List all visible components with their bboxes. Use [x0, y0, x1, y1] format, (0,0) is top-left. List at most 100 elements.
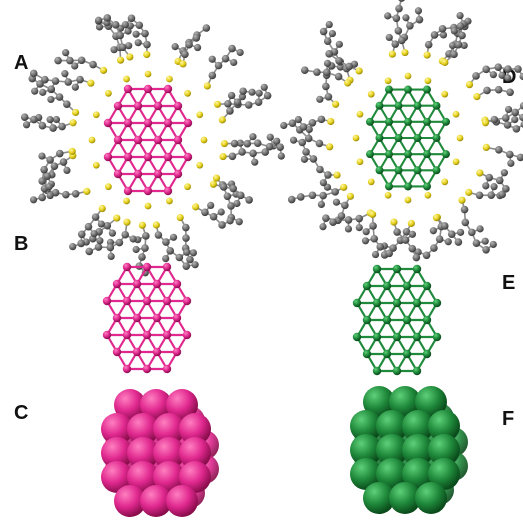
- ligand-carbon-atom: [47, 95, 55, 104]
- ligand-carbon-atom: [395, 4, 403, 13]
- ligand-carbon-atom: [475, 191, 484, 200]
- metal-atom: [166, 485, 198, 517]
- ligand-carbon-atom: [384, 12, 392, 20]
- ligand-carbon-atom: [490, 115, 499, 124]
- ligand-carbon-atom: [408, 230, 417, 238]
- ligand-carbon-atom: [59, 158, 68, 166]
- ligand-carbon-atom: [287, 195, 296, 204]
- metal-atom: [172, 347, 182, 357]
- panel-label-b: B: [14, 233, 29, 255]
- ligand-carbon-atom: [238, 148, 246, 156]
- ligand-carbon-atom: [408, 244, 417, 253]
- ligand-carbon-atom: [308, 118, 317, 127]
- ligand-carbon-atom: [141, 29, 149, 38]
- metal-atom: [412, 298, 422, 308]
- ligand-carbon-atom: [288, 119, 297, 128]
- ligand-carbon-atom: [415, 15, 424, 24]
- metal-atom: [404, 117, 412, 126]
- metal-atom: [162, 364, 172, 374]
- ligand-carbon-atom: [328, 29, 337, 38]
- sulfur-atom: [184, 183, 191, 191]
- ligand-carbon-atom: [207, 201, 215, 209]
- ligand-carbon-atom: [39, 88, 47, 96]
- sulfur-atom: [99, 66, 108, 74]
- ligand-carbon-atom: [422, 251, 431, 260]
- ligand-carbon-atom: [162, 238, 170, 246]
- ligand-carbon-atom: [69, 243, 77, 251]
- metal-atom: [123, 84, 133, 94]
- ligand-carbon-atom: [228, 44, 236, 53]
- ligand-carbon-atom: [63, 100, 71, 108]
- ligand-carbon-atom: [456, 22, 465, 31]
- metal-atom: [376, 434, 408, 466]
- ligand-carbon-atom: [331, 188, 339, 196]
- metal-atom: [428, 410, 460, 442]
- ligand-carbon-atom: [233, 199, 241, 208]
- ligand-carbon-atom: [454, 238, 463, 246]
- ligand-carbon-atom: [345, 62, 353, 71]
- ligand-carbon-atom: [487, 191, 496, 199]
- ligand-carbon-atom: [502, 185, 510, 193]
- metal-atom: [153, 437, 185, 469]
- sulfur-atom: [465, 188, 473, 196]
- ligand-carbon-atom: [236, 191, 245, 200]
- ligand-carbon-atom: [52, 115, 61, 124]
- ligand-carbon-atom: [489, 240, 497, 249]
- metal-atom: [113, 101, 123, 111]
- metal-atom: [172, 279, 182, 289]
- ligand-carbon-atom: [458, 31, 466, 40]
- sulfur-atom: [220, 139, 229, 148]
- sulfur-atom: [166, 197, 173, 205]
- metal-atom: [122, 262, 132, 272]
- ligand-carbon-atom: [504, 65, 512, 73]
- metal-atom: [372, 366, 382, 376]
- sulfur-atom: [441, 58, 449, 67]
- ligand-carbon-atom: [38, 193, 47, 202]
- ligand-carbon-atom: [138, 253, 146, 261]
- ligand-carbon-atom: [261, 148, 270, 156]
- ligand-carbon-atom: [192, 34, 201, 42]
- ligand-carbon-atom: [362, 228, 370, 236]
- ligand-carbon-atom: [208, 55, 216, 63]
- ligand-carbon-atom: [169, 233, 178, 241]
- sulfur-atom: [384, 191, 392, 199]
- ligand-carbon-atom: [402, 227, 411, 236]
- ligand-carbon-atom: [132, 30, 140, 38]
- ligand-carbon-atom: [297, 193, 305, 201]
- metal-atom: [392, 298, 402, 308]
- ligand-carbon-atom: [38, 177, 46, 185]
- metal-atom: [127, 413, 159, 445]
- ligand-carbon-atom: [40, 165, 48, 174]
- ligand-carbon-atom: [62, 49, 70, 57]
- ligand-carbon-atom: [494, 63, 503, 72]
- ligand-carbon-atom: [194, 43, 202, 52]
- sulfur-atom: [367, 90, 375, 98]
- ligand-carbon-atom: [251, 158, 259, 166]
- metal-atom: [102, 330, 112, 340]
- ligand-carbon-atom: [47, 85, 56, 93]
- ligand-carbon-atom: [385, 249, 393, 258]
- ligand-carbon-atom: [460, 205, 469, 214]
- ligand-carbon-atom: [391, 40, 400, 48]
- ligand-carbon-atom: [289, 136, 298, 144]
- metal-atom: [123, 186, 133, 196]
- ligand-carbon-atom: [398, 0, 405, 2]
- ligand-carbon-atom: [182, 234, 190, 242]
- sulfur-atom: [432, 214, 441, 222]
- ligand-carbon-atom: [45, 183, 53, 191]
- ligand-carbon-atom: [444, 238, 452, 246]
- ligand-carbon-atom: [511, 116, 519, 124]
- sulfur-atom: [465, 81, 474, 89]
- ligand-carbon-atom: [265, 142, 274, 151]
- metal-atom: [133, 101, 143, 111]
- ligand-carbon-atom: [62, 190, 70, 199]
- sulfur-atom: [332, 100, 340, 108]
- sulfur-atom: [369, 210, 377, 218]
- ligand-carbon-atom: [393, 228, 401, 236]
- metal-atom: [375, 101, 384, 110]
- ligand-carbon-atom: [503, 121, 512, 129]
- ligand-carbon-atom: [201, 208, 209, 217]
- ligand-carbon-atom: [450, 27, 458, 35]
- metal-atom: [372, 332, 382, 342]
